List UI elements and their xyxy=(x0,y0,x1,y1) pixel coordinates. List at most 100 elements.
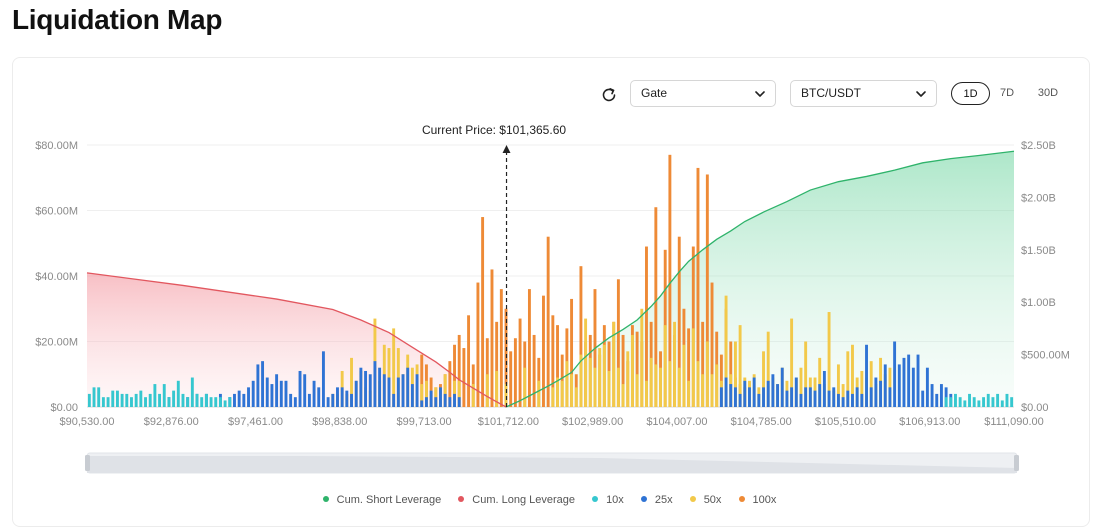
bar-100x[interactable] xyxy=(645,246,648,407)
bar-100x[interactable] xyxy=(691,246,695,407)
bar-25x[interactable] xyxy=(719,387,723,407)
bar-50x[interactable] xyxy=(860,370,864,407)
bar-100x[interactable] xyxy=(481,217,485,407)
zoom-slider[interactable] xyxy=(85,452,1019,474)
bar-100x[interactable] xyxy=(467,315,471,407)
legend-item-long[interactable]: Cum. Long Leverage xyxy=(458,494,575,506)
legend-item-100x[interactable]: 100x xyxy=(738,494,776,506)
bar-100x[interactable] xyxy=(490,269,494,407)
bar-10x[interactable] xyxy=(186,397,190,407)
bar-50x[interactable] xyxy=(612,321,616,407)
bar-25x[interactable] xyxy=(822,370,826,407)
bar-25x[interactable] xyxy=(832,387,836,407)
bar-25x[interactable] xyxy=(794,377,798,407)
bar-10x[interactable] xyxy=(1000,400,1004,407)
bar-25x[interactable] xyxy=(738,393,742,407)
bar-25x[interactable] xyxy=(813,390,817,407)
bar-100x[interactable] xyxy=(710,282,714,407)
bar-25x[interactable] xyxy=(289,393,293,407)
bar-25x[interactable] xyxy=(307,393,311,407)
bar-25x[interactable] xyxy=(429,390,433,407)
bar-100x[interactable] xyxy=(457,334,461,407)
bar-100x[interactable] xyxy=(448,361,452,407)
bar-10x[interactable] xyxy=(97,387,101,407)
bar-50x[interactable] xyxy=(677,367,681,407)
exchange-select[interactable]: Gate xyxy=(630,80,776,107)
bar-10x[interactable] xyxy=(218,397,222,407)
bar-10x[interactable] xyxy=(101,397,105,407)
bar-25x[interactable] xyxy=(827,390,831,407)
bar-25x[interactable] xyxy=(345,390,349,407)
bar-10x[interactable] xyxy=(977,400,981,407)
bar-50x[interactable] xyxy=(537,380,541,407)
bar-25x[interactable] xyxy=(921,390,925,407)
bar-50x[interactable] xyxy=(869,361,873,407)
bar-50x[interactable] xyxy=(443,374,447,407)
bar-25x[interactable] xyxy=(453,393,456,407)
bar-100x[interactable] xyxy=(705,174,709,407)
bar-25x[interactable] xyxy=(851,393,854,407)
bar-10x[interactable] xyxy=(963,400,967,407)
bar-100x[interactable] xyxy=(542,295,545,407)
bar-10x[interactable] xyxy=(181,393,185,407)
legend-item-short[interactable]: Cum. Short Leverage xyxy=(322,494,441,506)
bar-25x[interactable] xyxy=(251,380,255,407)
bar-25x[interactable] xyxy=(439,387,442,407)
range-7d-button[interactable]: 7D xyxy=(999,87,1015,99)
bar-100x[interactable] xyxy=(509,351,513,407)
bar-100x[interactable] xyxy=(635,331,639,407)
bar-25x[interactable] xyxy=(298,370,302,407)
bar-25x[interactable] xyxy=(879,380,883,407)
bar-10x[interactable] xyxy=(968,393,971,407)
bar-50x[interactable] xyxy=(851,344,854,407)
legend-item-10x[interactable]: 10x xyxy=(592,494,624,506)
bar-100x[interactable] xyxy=(485,338,489,407)
bar-50x[interactable] xyxy=(799,367,803,407)
bar-100x[interactable] xyxy=(687,328,691,407)
bar-25x[interactable] xyxy=(733,387,737,407)
bar-25x[interactable] xyxy=(415,374,419,407)
bar-50x[interactable] xyxy=(626,351,630,407)
bar-10x[interactable] xyxy=(153,384,157,407)
bar-25x[interactable] xyxy=(762,387,765,407)
bar-25x[interactable] xyxy=(373,361,377,407)
bar-25x[interactable] xyxy=(443,393,447,407)
bar-25x[interactable] xyxy=(382,374,386,407)
bar-10x[interactable] xyxy=(996,393,1000,407)
bar-25x[interactable] xyxy=(303,374,307,407)
bar-10x[interactable] xyxy=(148,393,152,407)
bar-25x[interactable] xyxy=(804,387,808,407)
bar-25x[interactable] xyxy=(261,361,265,407)
bar-10x[interactable] xyxy=(92,387,96,407)
bar-25x[interactable] xyxy=(902,357,906,407)
bar-50x[interactable] xyxy=(691,328,695,407)
bar-50x[interactable] xyxy=(663,325,667,407)
bar-10x[interactable] xyxy=(1005,393,1009,407)
bar-100x[interactable] xyxy=(476,282,480,407)
bar-25x[interactable] xyxy=(354,380,358,407)
bar-50x[interactable] xyxy=(579,354,583,407)
bar-25x[interactable] xyxy=(448,397,452,407)
bar-10x[interactable] xyxy=(87,393,91,407)
zoom-handle-left[interactable] xyxy=(85,455,90,471)
bar-100x[interactable] xyxy=(532,334,536,407)
bar-10x[interactable] xyxy=(200,397,204,407)
bar-10x[interactable] xyxy=(991,397,995,407)
bar-25x[interactable] xyxy=(874,377,878,407)
bar-50x[interactable] xyxy=(551,387,555,407)
bar-100x[interactable] xyxy=(513,338,517,407)
bar-100x[interactable] xyxy=(654,207,658,407)
bar-25x[interactable] xyxy=(392,393,396,407)
bar-50x[interactable] xyxy=(790,318,794,407)
bar-50x[interactable] xyxy=(645,380,648,407)
bar-100x[interactable] xyxy=(499,289,503,407)
bar-25x[interactable] xyxy=(911,367,915,407)
bar-50x[interactable] xyxy=(673,321,677,407)
bar-50x[interactable] xyxy=(556,377,559,407)
bar-100x[interactable] xyxy=(527,289,531,407)
pair-select[interactable]: BTC/USDT xyxy=(790,80,937,107)
bar-10x[interactable] xyxy=(944,397,948,407)
bar-10x[interactable] xyxy=(209,397,213,407)
bar-25x[interactable] xyxy=(270,384,274,407)
bar-100x[interactable] xyxy=(668,154,672,407)
